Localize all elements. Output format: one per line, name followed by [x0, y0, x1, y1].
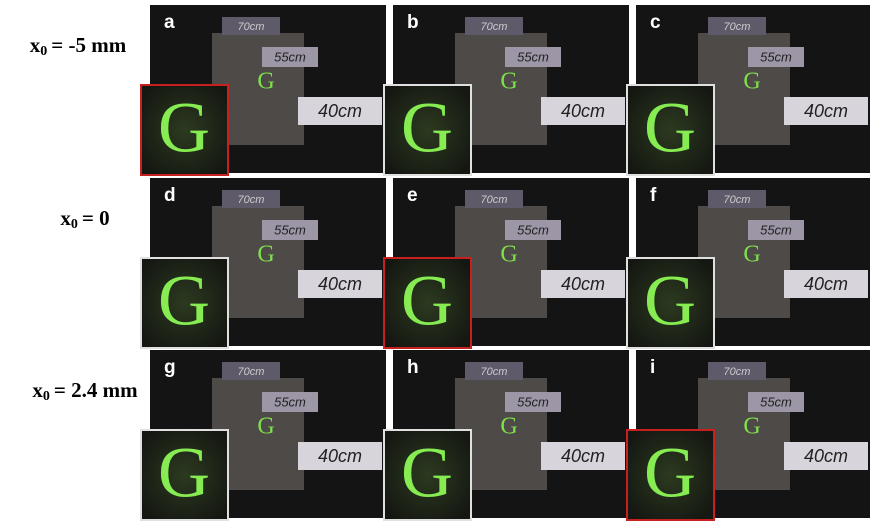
tag-text: 40cm [804, 101, 848, 121]
tag-text: 70cm [481, 194, 508, 206]
tag-text: 70cm [724, 21, 751, 33]
label-part: x [30, 33, 41, 57]
inset-glyph: G [158, 433, 210, 513]
tag-text: 40cm [561, 274, 605, 294]
inset-glyph: G [401, 261, 453, 341]
figure: x0= -5 mm70cm55cmG40cmaG70cm55cmG40cmbG7… [0, 0, 870, 521]
tag-text: 55cm [274, 394, 306, 409]
tag-text: 40cm [318, 101, 362, 121]
glyph: G [500, 69, 517, 95]
inset: G [627, 85, 714, 175]
inset-glyph: G [644, 261, 696, 341]
inset: G [141, 430, 228, 520]
glyph: G [743, 69, 760, 95]
tag-text: 55cm [760, 222, 792, 237]
label-part: 0 [71, 217, 78, 232]
tag-text: 40cm [561, 446, 605, 466]
panel-letter: g [164, 357, 176, 378]
inset-glyph: G [158, 261, 210, 341]
tag-text: 70cm [724, 366, 751, 378]
label-part: = -5 mm [51, 33, 126, 57]
label-part: = 2.4 mm [54, 378, 138, 402]
glyph: G [500, 414, 517, 440]
tag-text: 70cm [238, 366, 265, 378]
tag-text: 55cm [274, 222, 306, 237]
tag-text: 40cm [804, 446, 848, 466]
panel-letter: i [650, 357, 655, 378]
panel-letter: b [407, 12, 419, 33]
tag-text: 55cm [517, 394, 549, 409]
tag-text: 70cm [724, 194, 751, 206]
tag-text: 55cm [274, 49, 306, 64]
inset-glyph: G [401, 88, 453, 168]
panel-letter: d [164, 185, 176, 206]
inset: G [141, 258, 228, 348]
tag-text: 70cm [238, 21, 265, 33]
tag-text: 55cm [760, 49, 792, 64]
label-part: 0 [43, 389, 50, 404]
tag-text: 40cm [318, 446, 362, 466]
glyph: G [257, 69, 274, 95]
panel-letter: h [407, 357, 419, 378]
tag-text: 55cm [517, 49, 549, 64]
glyph: G [500, 242, 517, 268]
panel-letter: f [650, 185, 657, 206]
label-part: x [32, 378, 43, 402]
glyph: G [257, 242, 274, 268]
glyph: G [743, 414, 760, 440]
panel-letter: a [164, 12, 175, 33]
inset-glyph: G [644, 433, 696, 513]
inset-glyph: G [158, 88, 210, 168]
inset: G [384, 258, 471, 348]
tag-text: 70cm [481, 21, 508, 33]
label-part: x [60, 206, 71, 230]
inset: G [627, 258, 714, 348]
tag-text: 70cm [238, 194, 265, 206]
inset-glyph: G [401, 433, 453, 513]
row-label: x0 = 2.4 mm [32, 378, 138, 404]
label-part: = 0 [82, 206, 110, 230]
inset: G [384, 430, 471, 520]
inset: G [141, 85, 228, 175]
tag-text: 55cm [760, 394, 792, 409]
tag-text: 55cm [517, 222, 549, 237]
row-label: x0 = -5 mm [30, 33, 127, 59]
panel-letter: e [407, 185, 418, 206]
inset: G [627, 430, 714, 520]
row-label: x0 = 0 [60, 206, 109, 232]
tag-text: 40cm [561, 101, 605, 121]
panel-letter: c [650, 12, 661, 33]
inset: G [384, 85, 471, 175]
tag-text: 40cm [318, 274, 362, 294]
glyph: G [743, 242, 760, 268]
tag-text: 70cm [481, 366, 508, 378]
glyph: G [257, 414, 274, 440]
inset-glyph: G [644, 88, 696, 168]
tag-text: 40cm [804, 274, 848, 294]
label-part: 0 [40, 44, 47, 59]
